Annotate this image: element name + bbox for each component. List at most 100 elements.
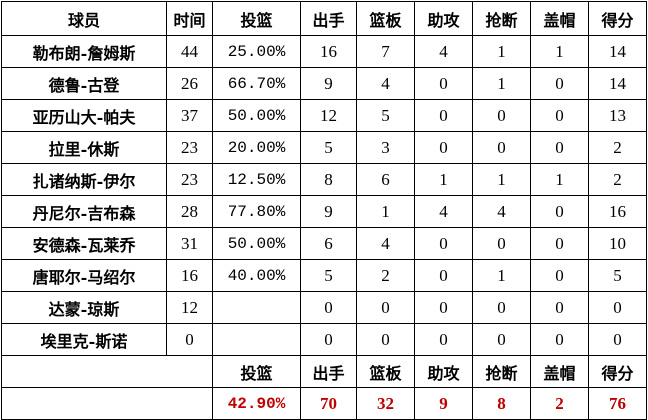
cell-blocks: 0 (530, 67, 589, 100)
totals-header-blocks: 盖帽 (530, 355, 589, 388)
cell-steals: 0 (472, 323, 531, 356)
cell-assists: 0 (414, 99, 473, 132)
header-steals: 抢断 (472, 1, 531, 36)
cell-minutes: 23 (166, 163, 213, 196)
cell-rebounds: 7 (356, 35, 415, 68)
cell-assists: 0 (414, 67, 473, 100)
header-rebounds: 篮板 (356, 1, 415, 36)
cell-points: 2 (588, 163, 647, 196)
cell-assists: 4 (414, 35, 473, 68)
total-steals: 8 (472, 387, 531, 420)
cell-points: 2 (588, 131, 647, 164)
table-row: 丹尼尔-吉布森 28 77.80% 9 1 4 4 0 16 (1, 195, 647, 228)
cell-blocks: 0 (530, 259, 589, 292)
totals-header-row: 投篮 出手 篮板 助攻 抢断 盖帽 得分 (1, 355, 647, 388)
cell-points: 0 (588, 323, 647, 356)
cell-rebounds: 2 (356, 259, 415, 292)
cell-blocks: 0 (530, 195, 589, 228)
cell-fga: 6 (300, 227, 357, 260)
cell-steals: 1 (472, 259, 531, 292)
totals-header-points: 得分 (588, 355, 647, 388)
cell-fg-pct: 66.70% (212, 67, 301, 100)
cell-player: 亚历山大-帕夫 (1, 99, 167, 132)
table-row: 安德森-瓦莱乔 31 50.00% 6 4 0 0 0 10 (1, 227, 647, 260)
totals-header-fg-pct: 投篮 (212, 355, 301, 388)
cell-minutes: 12 (166, 291, 213, 324)
cell-assists: 0 (414, 323, 473, 356)
cell-assists: 0 (414, 291, 473, 324)
cell-rebounds: 5 (356, 99, 415, 132)
cell-steals: 0 (472, 227, 531, 260)
cell-assists: 0 (414, 131, 473, 164)
totals-header-rebounds: 篮板 (356, 355, 415, 388)
cell-points: 0 (588, 291, 647, 324)
cell-player: 勒布朗-詹姆斯 (1, 35, 167, 68)
cell-fga: 0 (300, 323, 357, 356)
empty-cell (1, 387, 213, 420)
header-blocks: 盖帽 (530, 1, 589, 36)
total-points: 76 (588, 387, 647, 420)
total-fg-pct: 42.90% (212, 387, 301, 420)
cell-minutes: 16 (166, 259, 213, 292)
cell-fg-pct (212, 323, 301, 356)
cell-points: 10 (588, 227, 647, 260)
cell-points: 14 (588, 67, 647, 100)
cell-rebounds: 0 (356, 291, 415, 324)
cell-fga: 8 (300, 163, 357, 196)
cell-minutes: 26 (166, 67, 213, 100)
cell-points: 16 (588, 195, 647, 228)
cell-minutes: 23 (166, 131, 213, 164)
table-row: 勒布朗-詹姆斯 44 25.00% 16 7 4 1 1 14 (1, 35, 647, 68)
cell-fg-pct: 77.80% (212, 195, 301, 228)
cell-minutes: 28 (166, 195, 213, 228)
cell-steals: 1 (472, 35, 531, 68)
cell-fga: 12 (300, 99, 357, 132)
cell-steals: 1 (472, 163, 531, 196)
header-fg-pct: 投篮 (212, 1, 301, 36)
cell-fg-pct: 50.00% (212, 227, 301, 260)
total-assists: 9 (414, 387, 473, 420)
header-points: 得分 (588, 1, 647, 36)
table-row: 达蒙-琼斯 12 0 0 0 0 0 0 (1, 291, 647, 324)
cell-blocks: 1 (530, 35, 589, 68)
cell-fg-pct: 20.00% (212, 131, 301, 164)
totals-header-assists: 助攻 (414, 355, 473, 388)
total-blocks: 2 (530, 387, 589, 420)
cell-player: 德鲁-古登 (1, 67, 167, 100)
cell-minutes: 44 (166, 35, 213, 68)
total-fga: 70 (300, 387, 357, 420)
cell-fga: 0 (300, 291, 357, 324)
empty-cell (1, 355, 213, 388)
cell-blocks: 0 (530, 131, 589, 164)
cell-minutes: 37 (166, 99, 213, 132)
cell-rebounds: 0 (356, 323, 415, 356)
cell-steals: 0 (472, 131, 531, 164)
cell-rebounds: 4 (356, 227, 415, 260)
header-row: 球员 时间 投篮 出手 篮板 助攻 抢断 盖帽 得分 (1, 1, 647, 36)
totals-row: 42.90% 70 32 9 8 2 76 (1, 387, 647, 420)
cell-blocks: 0 (530, 227, 589, 260)
cell-minutes: 31 (166, 227, 213, 260)
cell-fg-pct (212, 291, 301, 324)
cell-blocks: 0 (530, 291, 589, 324)
cell-fg-pct: 25.00% (212, 35, 301, 68)
cell-assists: 0 (414, 227, 473, 260)
header-minutes: 时间 (166, 1, 213, 36)
table-row: 亚历山大-帕夫 37 50.00% 12 5 0 0 0 13 (1, 99, 647, 132)
table-row: 唐耶尔-马绍尔 16 40.00% 5 2 0 1 0 5 (1, 259, 647, 292)
cell-blocks: 1 (530, 163, 589, 196)
cell-player: 唐耶尔-马绍尔 (1, 259, 167, 292)
cell-steals: 4 (472, 195, 531, 228)
header-assists: 助攻 (414, 1, 473, 36)
table-row: 扎诸纳斯-伊尔 23 12.50% 8 6 1 1 1 2 (1, 163, 647, 196)
cell-rebounds: 6 (356, 163, 415, 196)
cell-fga: 9 (300, 195, 357, 228)
cell-steals: 0 (472, 291, 531, 324)
cell-player: 达蒙-琼斯 (1, 291, 167, 324)
cell-fga: 9 (300, 67, 357, 100)
cell-player: 安德森-瓦莱乔 (1, 227, 167, 260)
cell-steals: 0 (472, 99, 531, 132)
cell-fg-pct: 50.00% (212, 99, 301, 132)
header-player: 球员 (1, 1, 167, 36)
